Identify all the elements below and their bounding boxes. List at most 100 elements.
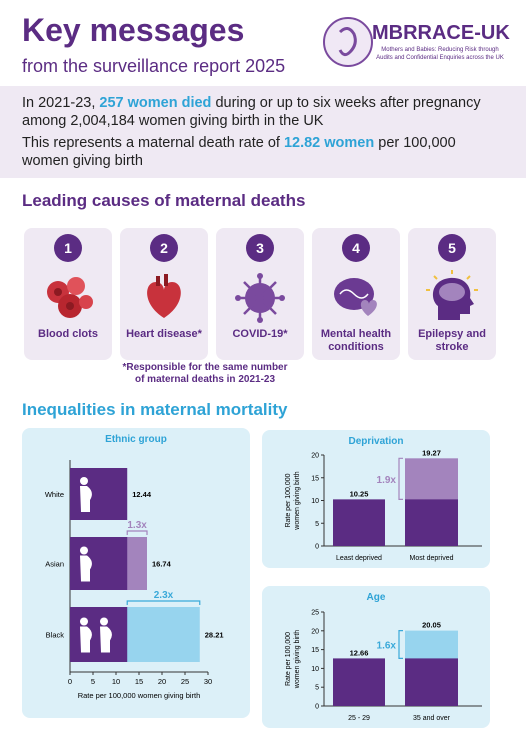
- cause-card: 4 Mental health conditions: [312, 228, 400, 360]
- cause-cards: 1 Blood clots 2 Heart disease* 3 COVID-19*…: [24, 228, 496, 360]
- person-icon: [80, 617, 88, 626]
- reference-bar: [405, 658, 458, 706]
- text: In 2021-23,: [22, 95, 96, 111]
- logo-text: MBRRACE-UK: [372, 22, 510, 44]
- cause-icon: [47, 277, 93, 318]
- ratio-bracket: [398, 630, 403, 659]
- ratio-bracket: [398, 457, 403, 500]
- cause-card: 1 Blood clots: [24, 228, 112, 360]
- logo: MBRRACE-UK Mothers and Babies: Reducing …: [323, 17, 510, 67]
- reference-bar: [405, 499, 458, 546]
- ratio-label: 1.9x: [377, 475, 397, 486]
- y-axis-label: women giving birth: [294, 471, 301, 530]
- cause-card: 5 Epilepsy and stroke: [408, 228, 496, 360]
- cause-card: 3 COVID-19*: [216, 228, 304, 360]
- y-tick-label: 10: [311, 666, 319, 673]
- cause-label: Epilepsy and stroke: [418, 328, 486, 353]
- bar: [70, 468, 128, 520]
- value-label: 10.25: [350, 489, 369, 498]
- person-icon: [80, 486, 92, 512]
- category-label: Black: [46, 631, 65, 640]
- logo-figure: [338, 27, 357, 57]
- y-tick-label: 15: [311, 475, 319, 482]
- ratio-label: 1.6x: [377, 641, 397, 652]
- y-tick-label: 5: [315, 685, 319, 692]
- cause-icon: [235, 273, 285, 323]
- intro-p1: In 2021-23, 257 women died during or up …: [22, 94, 492, 130]
- section-title: Inequalities in maternal mortality: [22, 400, 288, 419]
- intro-p2: This represents a maternal death rate of…: [22, 134, 492, 170]
- person-icon: [80, 626, 92, 653]
- ratio-bracket: [126, 530, 148, 535]
- chart-title: Ethnic group: [105, 434, 167, 445]
- bar: [333, 499, 385, 546]
- text: This represents a maternal death rate of: [22, 135, 280, 151]
- y-tick-label: 5: [315, 521, 319, 528]
- cause-icon: [147, 274, 181, 318]
- cause-label: Heart disease*: [126, 328, 202, 340]
- cause-card: 2 Heart disease*: [120, 228, 208, 360]
- x-tick-label: 10: [112, 677, 120, 686]
- y-tick-label: 0: [315, 704, 319, 711]
- ratio-label: 2.3x: [154, 590, 174, 601]
- reference-bar: [70, 607, 128, 662]
- chart-title: Age: [367, 592, 386, 603]
- value-label: 19.27: [422, 448, 441, 457]
- deprivation-chart: Deprivation 0 5 10 15 20 Rate per 100,000 women…: [262, 430, 490, 568]
- value-label: 16.74: [152, 560, 172, 569]
- cause-icon: [426, 270, 478, 320]
- intro-box: [0, 86, 526, 178]
- rank: 4: [342, 234, 370, 262]
- cause-label: Blood clots: [38, 328, 98, 340]
- ratio-label: 1.3x: [127, 520, 147, 531]
- y-tick-label: 20: [311, 453, 319, 460]
- footnote: *Responsible for the same number of mate…: [122, 362, 288, 385]
- logo-tagline: Mothers and Babies: Reducing Risk throug…: [381, 47, 498, 53]
- section-title: Leading causes of maternal deaths: [22, 191, 306, 210]
- highlight: 12.82 women: [283, 135, 375, 151]
- x-tick-label: 20: [158, 677, 166, 686]
- category-label: White: [45, 490, 64, 499]
- bar: [333, 658, 385, 706]
- ratio-bracket: [126, 600, 201, 605]
- rank: 1: [54, 234, 82, 262]
- value-label: 12.66: [350, 648, 369, 657]
- rank: 3: [246, 234, 274, 262]
- value-label: 20.05: [422, 621, 441, 630]
- title: Key messages: [22, 12, 245, 48]
- category-label: 25 - 29: [348, 715, 370, 722]
- x-axis-label: Rate per 100,000 women giving birth: [78, 691, 201, 700]
- value-label: 12.44: [132, 490, 152, 499]
- rank: 2: [150, 234, 178, 262]
- person-icon: [80, 555, 92, 582]
- y-axis-label: Rate per 100,000: [285, 473, 292, 527]
- y-tick-label: 20: [311, 628, 319, 635]
- category-label: 35 and over: [413, 715, 451, 722]
- person-icon: [80, 546, 88, 555]
- text: during or up to six weeks after pregnanc…: [22, 95, 481, 129]
- cause-label: Mental health conditions: [320, 328, 392, 353]
- y-tick-label: 10: [311, 498, 319, 505]
- age-chart: Age 0 5 10 15 20 25 Rate per 100,000 women givin…: [262, 586, 490, 728]
- person-icon: [100, 617, 108, 626]
- category-label: Asian: [45, 560, 64, 569]
- person-icon: [80, 477, 88, 485]
- x-tick-label: 5: [91, 677, 95, 686]
- y-axis-label: Rate per 100,000: [285, 632, 292, 686]
- subtitle: from the surveillance report 2025: [22, 56, 286, 76]
- y-tick-label: 25: [311, 610, 319, 617]
- logo-tagline: Audits and Confidential Enquiries across…: [376, 55, 504, 61]
- cause-icon: [334, 278, 377, 316]
- chart-title: Deprivation: [348, 436, 403, 447]
- category-label: Least deprived: [336, 555, 382, 562]
- x-tick-label: 30: [204, 677, 212, 686]
- x-tick-label: 0: [68, 677, 72, 686]
- cause-label: COVID-19*: [232, 328, 288, 340]
- category-label: Most deprived: [410, 555, 454, 562]
- person-icon: [100, 626, 112, 653]
- logo-emblem: [323, 17, 373, 67]
- x-tick-label: 25: [181, 677, 189, 686]
- highlight: 257 women died: [99, 95, 212, 111]
